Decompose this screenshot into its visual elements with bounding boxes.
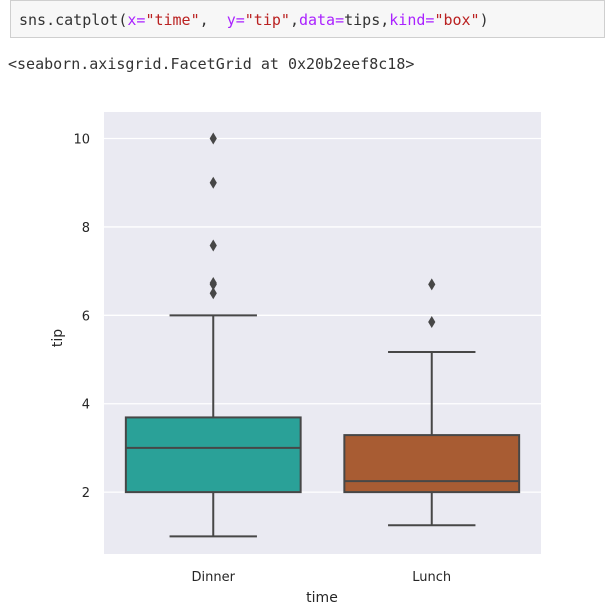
y-tick-4: 4: [82, 398, 90, 413]
code-x-key: x=: [127, 11, 146, 29]
outlier-lunch-1: [428, 278, 436, 291]
outlier-dinner-3: [209, 239, 217, 252]
code-x-value: "time": [145, 11, 200, 29]
code-sep-3: ,: [380, 11, 390, 29]
y-tick-labels: 2 4 6 8 10: [73, 133, 90, 502]
outlier-dinner-0: [209, 287, 217, 300]
code-y-value: "tip": [244, 11, 290, 29]
boxes: [124, 132, 521, 538]
box-dinner: [124, 132, 302, 538]
outlier-dinner-4: [209, 176, 217, 189]
outlier-lunch-0: [428, 315, 436, 328]
box-body-dinner: [124, 416, 302, 494]
x-tick-labels: Dinner Lunch: [192, 570, 452, 585]
box-body-lunch: [343, 434, 521, 494]
y-tick-8: 8: [82, 221, 90, 236]
output-text: <seaborn.axisgrid.FacetGrid at 0x20b2eef…: [8, 55, 415, 73]
outlier-dinner-5: [209, 132, 217, 145]
code-data-value: tips: [344, 11, 381, 29]
code-sep-1: ,: [199, 11, 227, 29]
code-data-key: data=: [298, 11, 345, 29]
code-cell[interactable]: sns.catplot(x="time", y="tip",data=tips,…: [10, 0, 605, 38]
y-tick-6: 6: [82, 309, 90, 324]
y-axis-label: tip: [50, 329, 66, 347]
y-tick-10: 10: [73, 133, 90, 148]
code-kind-key: kind=: [389, 11, 435, 29]
code-close: ): [479, 11, 489, 29]
outlier-dinner-2: [209, 277, 217, 290]
code-fn: sns.catplot(: [19, 11, 128, 29]
x-tick-lunch: Lunch: [412, 570, 451, 585]
x-axis-label: time: [306, 590, 338, 606]
code-kind-value: "box": [434, 11, 480, 29]
box-lunch: [343, 278, 521, 527]
code-y-key: y=: [226, 11, 245, 29]
y-tick-2: 2: [82, 486, 90, 501]
code-sep-2: ,: [289, 11, 299, 29]
x-tick-dinner: Dinner: [192, 570, 236, 585]
